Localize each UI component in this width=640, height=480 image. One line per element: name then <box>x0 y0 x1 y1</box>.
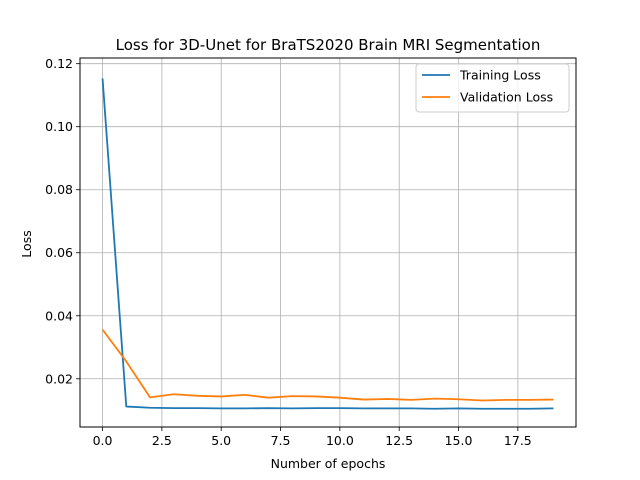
legend: Training Loss Validation Loss <box>415 63 570 113</box>
y-tick-label: 0.10 <box>45 119 73 134</box>
x-tick-label: 12.5 <box>385 433 413 448</box>
y-axis-ticks: 0.02 0.04 0.06 0.08 0.10 0.12 <box>45 56 80 386</box>
x-tick-label: 17.5 <box>504 433 532 448</box>
x-axis-label: Number of epochs <box>271 456 386 471</box>
grid <box>80 58 576 427</box>
y-tick-label: 0.08 <box>45 182 73 197</box>
legend-label-training-loss: Training Loss <box>459 68 541 83</box>
x-tick-label: 5.0 <box>211 433 231 448</box>
y-tick-label: 0.04 <box>45 308 73 323</box>
x-axis-ticks: 0.0 2.5 5.0 7.5 10.0 12.5 15.0 17.5 <box>93 427 532 448</box>
legend-label-validation-loss: Validation Loss <box>460 90 553 105</box>
series-lines <box>101 78 554 410</box>
y-tick-label: 0.06 <box>45 245 73 260</box>
x-tick-label: 2.5 <box>152 433 172 448</box>
y-tick-label: 0.02 <box>45 371 73 386</box>
y-axis-label: Loss <box>19 230 34 257</box>
plot-frame <box>79 57 577 428</box>
x-tick-label: 0.0 <box>93 433 113 448</box>
y-tick-label: 0.12 <box>45 56 73 71</box>
series-line-validation-loss <box>101 329 554 402</box>
x-tick-label: 15.0 <box>445 433 473 448</box>
legend-box <box>415 63 570 113</box>
series-line-training-loss <box>101 78 554 410</box>
chart-title: Loss for 3D-Unet for BraTS2020 Brain MRI… <box>116 36 541 54</box>
x-tick-label: 10.0 <box>326 433 354 448</box>
x-tick-label: 7.5 <box>271 433 291 448</box>
